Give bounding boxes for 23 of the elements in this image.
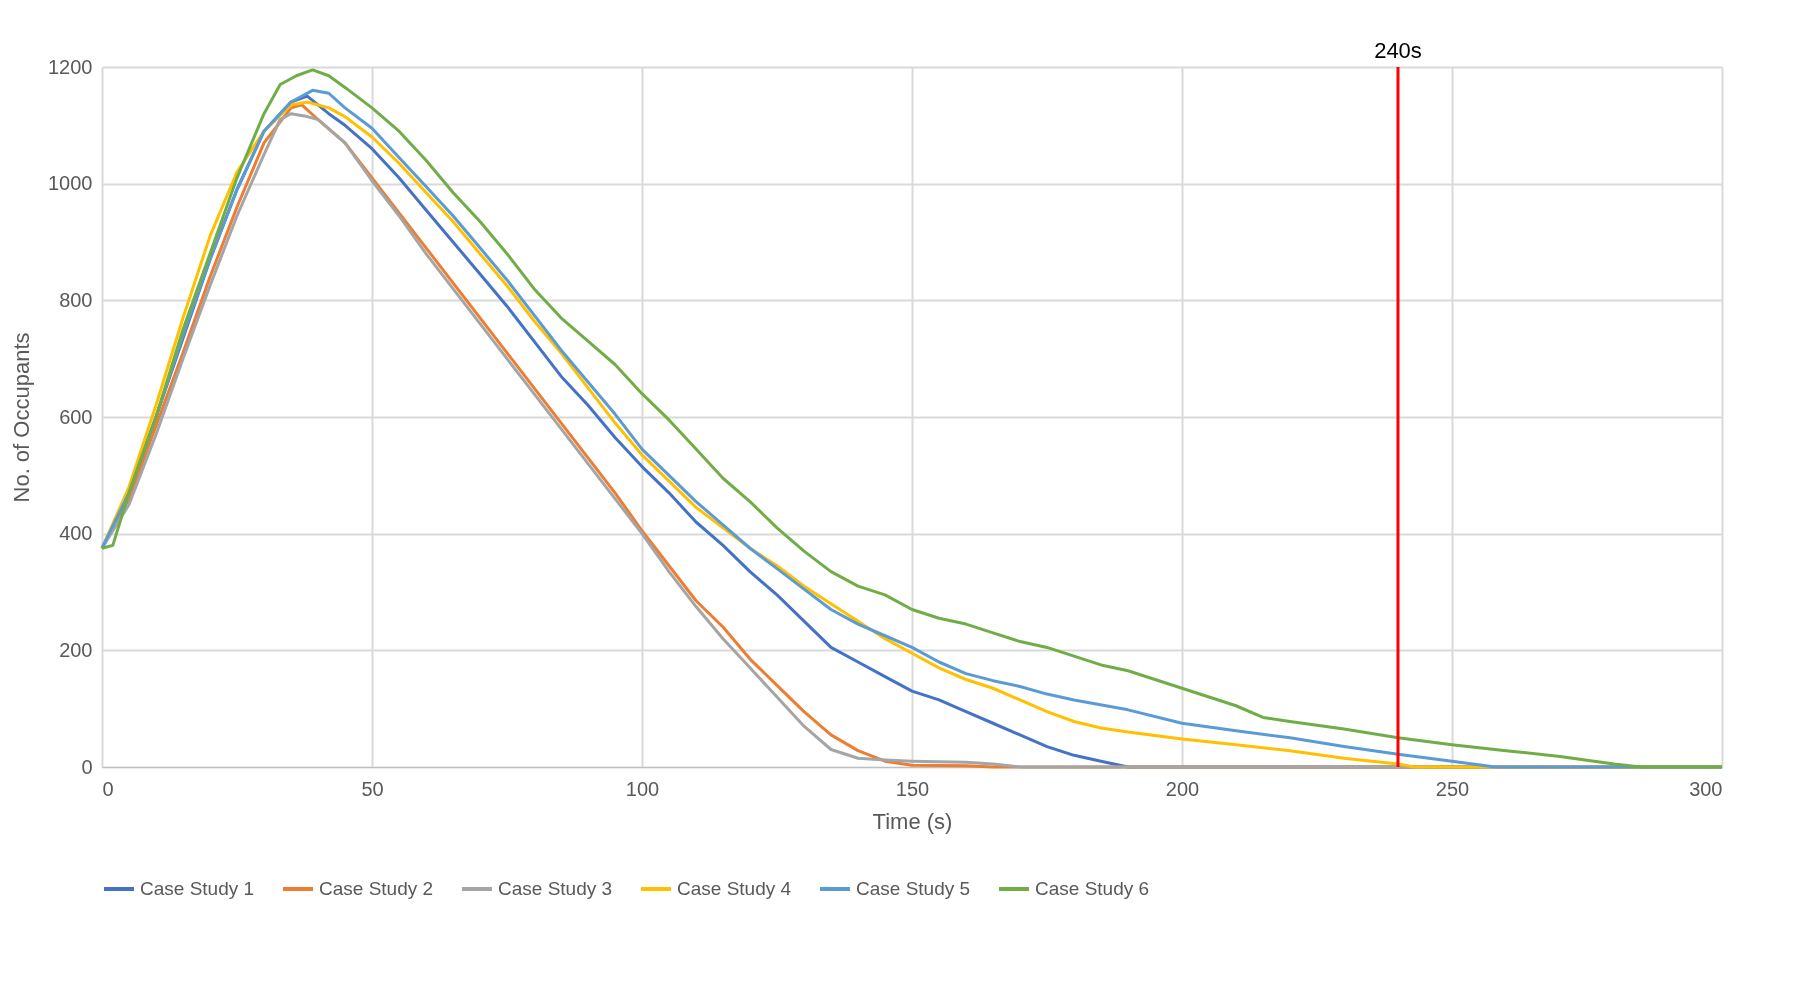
legend-label: Case Study 6 [1035, 878, 1150, 899]
x-tick-label: 100 [625, 777, 660, 800]
y-axis-title: No. of Occupants [9, 332, 35, 503]
y-tick-label: 0 [81, 755, 93, 778]
y-tick-label: 600 [59, 405, 93, 428]
y-tick-label: 800 [59, 288, 93, 311]
legend-label: Case Study 2 [319, 878, 434, 899]
y-tick-label: 1200 [48, 55, 93, 78]
ref-line-label: 240s [1374, 38, 1422, 63]
y-tick-label: 1000 [48, 172, 93, 195]
y-tick-label: 200 [59, 638, 93, 661]
x-tick-label: 250 [1435, 777, 1470, 800]
legend-label: Case Study 3 [498, 878, 613, 899]
x-axis-title: Time (s) [872, 808, 953, 834]
x-tick-label: 50 [361, 777, 384, 800]
x-tick-label: 0 [102, 777, 114, 800]
x-tick-label: 200 [1165, 777, 1200, 800]
x-tick-label: 150 [895, 777, 930, 800]
legend-label: Case Study 1 [140, 878, 255, 899]
legend-label: Case Study 5 [856, 878, 971, 899]
y-tick-label: 400 [59, 522, 93, 545]
legend-label: Case Study 4 [677, 878, 792, 899]
x-tick-label: 300 [1689, 777, 1723, 800]
